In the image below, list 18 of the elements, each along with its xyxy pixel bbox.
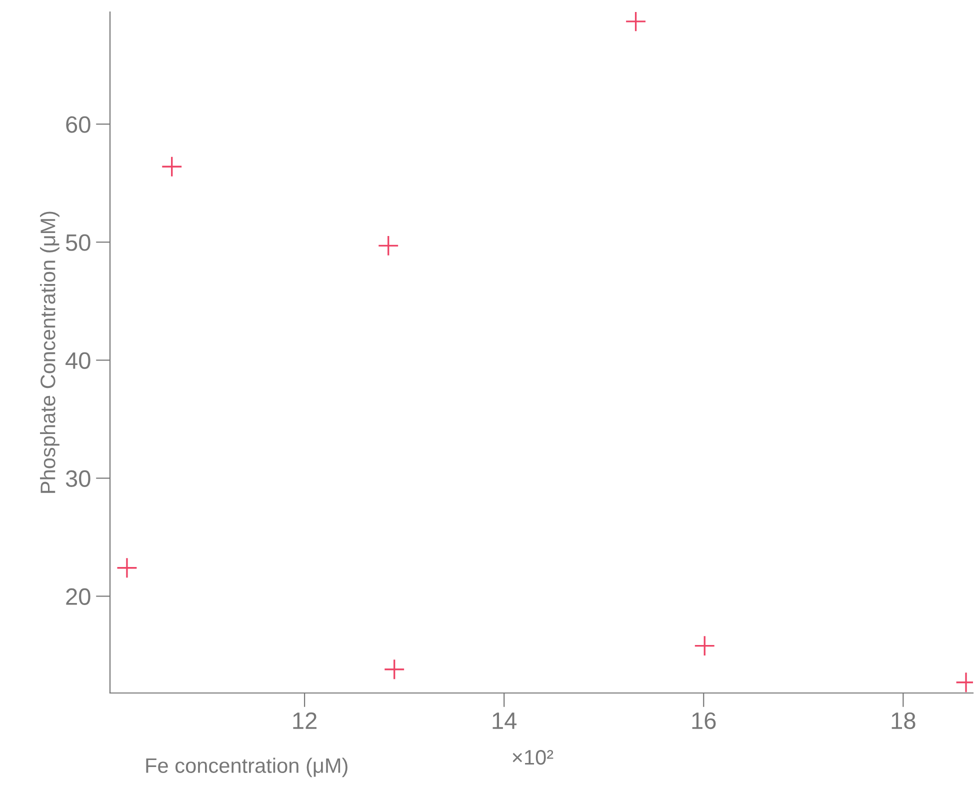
point [378, 235, 399, 256]
point [161, 156, 182, 178]
y-tick-label: 60 [66, 116, 90, 133]
x-tick-label: 16 [692, 712, 716, 730]
point [116, 557, 138, 578]
point [384, 658, 405, 680]
y-tick-label: 50 [66, 234, 90, 251]
y-tick-label: 20 [66, 588, 90, 606]
x-tick-label: 12 [293, 712, 316, 729]
x-tick-label: 18 [892, 712, 916, 730]
point [694, 635, 716, 656]
point [625, 12, 646, 32]
x-tick-label: 14 [492, 712, 517, 729]
y-tick-label: 40 [66, 352, 90, 369]
y-tick-label: 30 [66, 470, 90, 487]
y-axis-title: Phosphate Concentration (μM) [40, 212, 60, 493]
text: ×10² [512, 750, 554, 765]
x-axis-title: Fe concentration (μM) [146, 758, 348, 778]
